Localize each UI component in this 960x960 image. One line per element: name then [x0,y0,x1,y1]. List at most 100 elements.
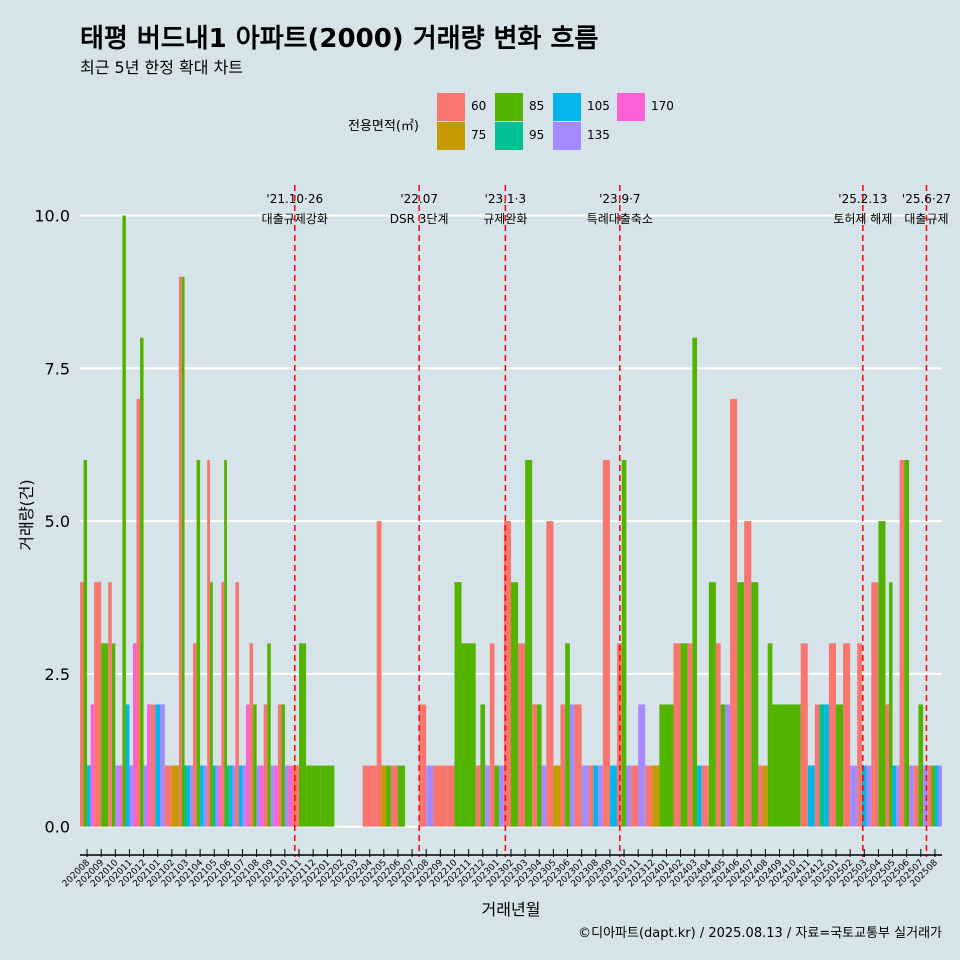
bar [187,765,191,827]
bar [184,765,188,827]
bar [819,704,825,827]
bar [140,337,144,827]
bar [267,643,271,827]
bar [730,398,738,827]
bar [426,765,434,827]
bar [263,704,268,827]
bar [143,765,148,827]
bar [763,765,768,827]
y-axis-title: 거래량(건) [17,479,36,550]
bar [489,643,495,827]
bar [609,765,617,827]
bar [288,765,292,827]
event-date: '23.9·7 [599,192,640,206]
event-date: '23.1·3 [485,192,526,206]
bar [631,765,639,827]
bar [602,460,610,827]
bar [218,765,222,827]
bar [541,765,547,827]
bar [621,460,627,827]
bar [692,337,698,827]
legend-swatch [437,93,465,121]
bar [645,765,653,827]
bar [807,765,815,827]
bar [518,643,526,827]
bar [147,704,151,827]
bar [232,765,236,827]
bar [536,704,542,827]
bar [125,704,130,827]
bar [927,765,932,827]
bar [885,704,890,827]
y-tick-label: 5.0 [45,512,70,531]
bar [744,521,752,827]
bar [390,765,398,827]
bar [824,704,829,827]
bar [207,460,211,827]
legend-swatch [617,93,645,121]
bar [708,582,716,827]
bar [447,765,455,827]
bar [122,215,126,827]
event-label: DSR 3단계 [390,212,449,226]
bar [687,643,693,827]
event-date: '21.10·26 [266,192,323,206]
bar [80,582,84,827]
bar [229,765,233,827]
bar [150,704,156,827]
bar [226,765,230,827]
legend-swatch [553,93,581,121]
bar [132,643,137,827]
bar [896,765,900,827]
bar [850,765,858,827]
legend-swatch [553,122,581,150]
bar [155,704,161,827]
bar [737,582,745,827]
legend-swatch [437,122,465,150]
bar [923,765,928,827]
bar [164,765,172,827]
bar [861,765,867,827]
legend-label: 95 [529,128,545,142]
bar [190,765,194,827]
event-label: 규제완화 [483,212,527,226]
bar [569,704,575,827]
bar [160,704,165,827]
bar [532,704,537,827]
bar [101,643,109,827]
bar [836,704,844,827]
bar [210,582,213,827]
bar [277,704,282,827]
bar [87,765,91,827]
bar [249,643,254,827]
bar [934,765,939,827]
bar [659,704,674,827]
bar [899,460,905,827]
bar [581,765,589,827]
bar [938,765,942,827]
bar [203,765,208,827]
bar [503,521,511,827]
bar [171,765,179,827]
event-label: 대출규제강화 [262,212,328,226]
bar [673,643,681,827]
bar [238,765,243,827]
legend-swatch [495,122,523,150]
bar [485,765,490,827]
chart-subtitle: 최근 5년 한정 확대 차트 [80,58,244,77]
bar [253,704,257,827]
bar [871,582,879,827]
bar [857,643,862,827]
bar [242,765,247,827]
bar [90,704,95,827]
bar [560,704,566,827]
bar [306,765,321,827]
bar [215,765,219,827]
bar [281,704,285,827]
bar [546,521,554,827]
bar [419,704,427,827]
bar [892,765,897,827]
event-label: 대출규제 [904,212,948,226]
